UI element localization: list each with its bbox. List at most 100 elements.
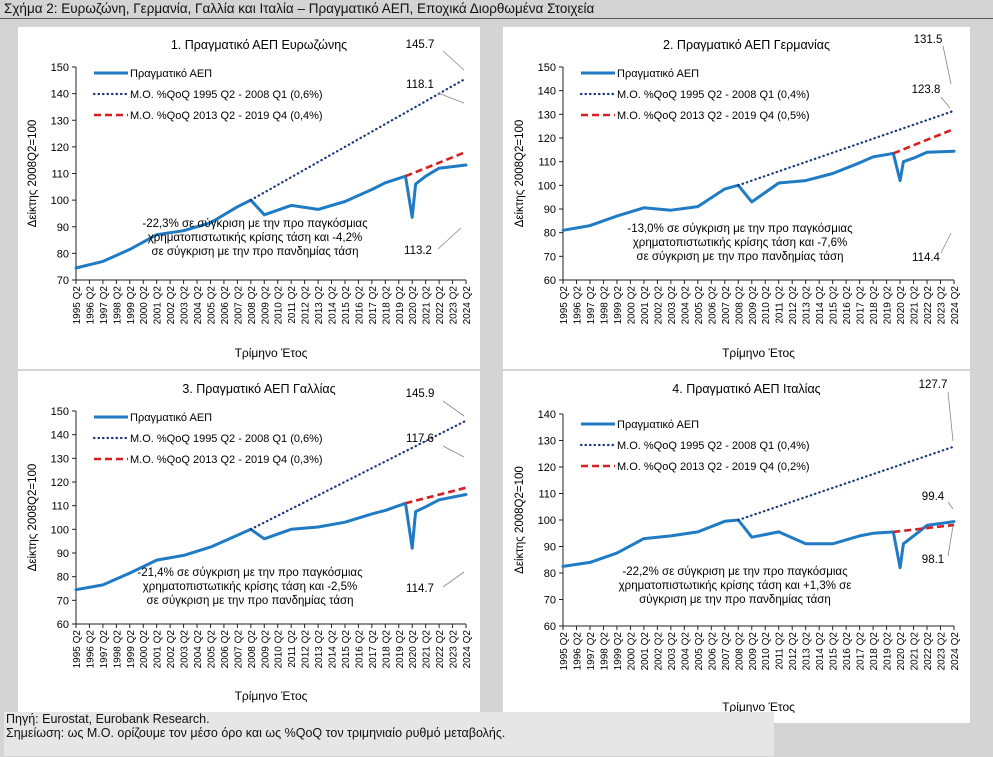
series-line-1 xyxy=(249,419,468,531)
x-tick-label: 2007 Q2 xyxy=(721,286,732,325)
value-label-leader-0 xyxy=(947,391,954,442)
y-tick-label: 130 xyxy=(51,453,69,465)
value-label-leader-2 xyxy=(940,232,952,254)
x-tick-label: 2018 Q2 xyxy=(381,286,392,325)
legend-label-1: Μ.Ο. %QoQ 1995 Q2 - 2008 Q1 (0,6%) xyxy=(130,89,323,101)
x-tick-label: 2023 Q2 xyxy=(937,632,948,671)
x-tick-label: 1997 Q2 xyxy=(99,286,110,325)
value-label-leader-0 xyxy=(442,50,465,71)
series-line-0 xyxy=(561,518,956,570)
x-tick-label: 2004 Q2 xyxy=(193,630,204,669)
x-tick-label: 1998 Q2 xyxy=(112,286,123,325)
annotation-line-1: χρηματοπιστωτικής κρίσης τάση και -2,5% xyxy=(143,581,357,593)
x-tick-label: 2017 Q2 xyxy=(856,286,867,325)
x-tick-label: 2001 Q2 xyxy=(640,632,651,671)
x-tick-label: 2001 Q2 xyxy=(640,286,651,325)
y-tick-label: 110 xyxy=(538,489,556,501)
x-tick-label: 2012 Q2 xyxy=(788,632,799,671)
value-label-leader-1 xyxy=(940,96,951,109)
x-tick-label: 2024 Q2 xyxy=(950,632,961,671)
source-note: Πηγή: Eurostat, Eurobank Research. xyxy=(6,712,210,726)
x-tick-label: 2019 Q2 xyxy=(883,286,894,325)
value-label-leader-0 xyxy=(442,400,465,417)
y-axis-label: Δείκτης 2008Q2=100 xyxy=(514,466,526,574)
chart-title: 3. Πραγματικό ΑΕΠ Γαλλίας xyxy=(182,382,335,396)
x-tick-label: 2007 Q2 xyxy=(233,286,244,325)
value-label-2: 98.1 xyxy=(922,554,944,566)
x-tick-label: 2002 Q2 xyxy=(653,632,664,671)
x-tick-label: 2022 Q2 xyxy=(435,286,446,325)
x-tick-label: 2009 Q2 xyxy=(748,286,759,325)
x-tick-label: 2007 Q2 xyxy=(721,632,732,671)
x-tick-label: 2011 Q2 xyxy=(287,630,298,668)
legend-label-0: Πραγματικό ΑΕΠ xyxy=(130,412,212,424)
y-tick-label: 130 xyxy=(51,115,69,127)
y-tick-label: 150 xyxy=(51,406,69,418)
x-tick-label: 2006 Q2 xyxy=(220,630,231,669)
x-tick-label: 1999 Q2 xyxy=(126,286,137,325)
x-tick-label: 2011 Q2 xyxy=(287,286,298,324)
x-tick-label: 1996 Q2 xyxy=(572,632,583,671)
annotation-line-2: σύγκριση με την προ πανδημίας τάση xyxy=(639,594,831,606)
value-label-leader-0 xyxy=(942,45,952,85)
x-tick-label: 2020 Q2 xyxy=(408,630,419,669)
x-tick-label: 2013 Q2 xyxy=(802,632,813,671)
series-line-2 xyxy=(892,127,955,155)
x-tick-label: 2008 Q2 xyxy=(734,286,745,325)
y-tick-label: 100 xyxy=(51,524,69,536)
footer-notes: Πηγή: Eurostat, Eurobank Research. Σημεί… xyxy=(4,712,774,756)
chart-svg: 2. Πραγματικό ΑΕΠ Γερμανίας 60 70 80 90 100 11… xyxy=(514,34,961,360)
legend-label-0: Πραγματικό ΑΕΠ xyxy=(130,68,212,80)
chart-panel-france: 3. Πραγματικό ΑΕΠ Γαλλίας 60 70 80 90 100 110 1… xyxy=(18,371,480,712)
legend-label-2: Μ.Ο. %QoQ 2013 Q2 - 2019 Q4 (0,2%) xyxy=(617,461,810,473)
annotation-line-0: -21,4% σε σύγκριση με την προ παγκόσμιας xyxy=(137,567,363,579)
x-tick-label: 1998 Q2 xyxy=(599,632,610,671)
x-tick-label: 2001 Q2 xyxy=(153,286,164,325)
y-tick-label: 70 xyxy=(57,275,69,287)
y-tick-label: 150 xyxy=(51,62,69,74)
y-tick-label: 70 xyxy=(544,251,556,263)
y-tick-label: 60 xyxy=(544,621,556,633)
x-tick-label: 2010 Q2 xyxy=(274,630,285,669)
y-tick-label: 120 xyxy=(538,462,556,474)
x-tick-label: 1999 Q2 xyxy=(613,632,624,671)
annotation-line-0: -22,3% σε σύγκριση με την προ παγκόσμιας xyxy=(142,218,368,230)
x-tick-label: 2012 Q2 xyxy=(301,630,312,669)
y-tick-label: 70 xyxy=(57,595,69,607)
y-tick-label: 90 xyxy=(57,222,69,234)
x-tick-label: 2018 Q2 xyxy=(869,632,880,671)
y-tick-label: 110 xyxy=(51,169,69,181)
y-tick-label: 140 xyxy=(51,89,69,101)
series-line-0 xyxy=(74,163,468,270)
chart-title: 4. Πραγματικό ΑΕΠ Ιταλίας xyxy=(672,382,820,396)
y-axis-label: Δείκτης 2008Q2=100 xyxy=(27,120,39,228)
x-tick-label: 1996 Q2 xyxy=(85,286,96,325)
x-tick-label: 1996 Q2 xyxy=(85,630,96,669)
x-tick-label: 1997 Q2 xyxy=(586,286,597,325)
chart-svg: 4. Πραγματικό ΑΕΠ Ιταλίας 60 70 80 90 100 110 1… xyxy=(514,379,961,714)
legend-label-1: Μ.Ο. %QoQ 1995 Q2 - 2008 Q1 (0,4%) xyxy=(617,440,810,452)
x-tick-label: 2019 Q2 xyxy=(883,632,894,671)
value-label-leader-2 xyxy=(947,525,954,557)
x-tick-label: 2000 Q2 xyxy=(626,632,637,671)
x-tick-label: 2022 Q2 xyxy=(923,632,934,671)
x-tick-label: 1997 Q2 xyxy=(99,630,110,669)
annotation-line-2: σε σύγκριση με την προ πανδημίας τάση xyxy=(146,595,353,607)
y-tick-label: 140 xyxy=(538,86,556,98)
footnote: Σημείωση: ως Μ.Ο. ορίζουμε τον μέσο όρο … xyxy=(6,726,506,740)
chart-panel-eurozone: 1. Πραγματικό ΑΕΠ Ευρωζώνης 70 80 90 100 110 1… xyxy=(18,27,480,369)
x-axis-label: Τρίμηνο Έτος xyxy=(722,346,795,360)
x-tick-label: 1999 Q2 xyxy=(613,286,624,325)
chart-title: 2. Πραγματικό ΑΕΠ Γερμανίας xyxy=(663,38,830,52)
x-tick-label: 2002 Q2 xyxy=(653,286,664,325)
annotation-line-2: σε σύγκριση με την προ πανδημίας τάση xyxy=(151,246,358,258)
x-tick-label: 2016 Q2 xyxy=(354,286,365,325)
value-label-2: 113.2 xyxy=(404,245,432,257)
chart-panel-italy: 4. Πραγματικό ΑΕΠ Ιταλίας 60 70 80 90 100 110 1… xyxy=(503,371,970,723)
value-label-0: 145.7 xyxy=(406,39,435,51)
x-tick-label: 2012 Q2 xyxy=(788,286,799,325)
legend-label-0: Πραγματικό ΑΕΠ xyxy=(617,68,699,80)
legend-label-2: Μ.Ο. %QoQ 2013 Q2 - 2019 Q4 (0,3%) xyxy=(130,454,323,466)
x-tick-label: 2006 Q2 xyxy=(707,632,718,671)
value-label-1: 123.8 xyxy=(912,84,941,96)
